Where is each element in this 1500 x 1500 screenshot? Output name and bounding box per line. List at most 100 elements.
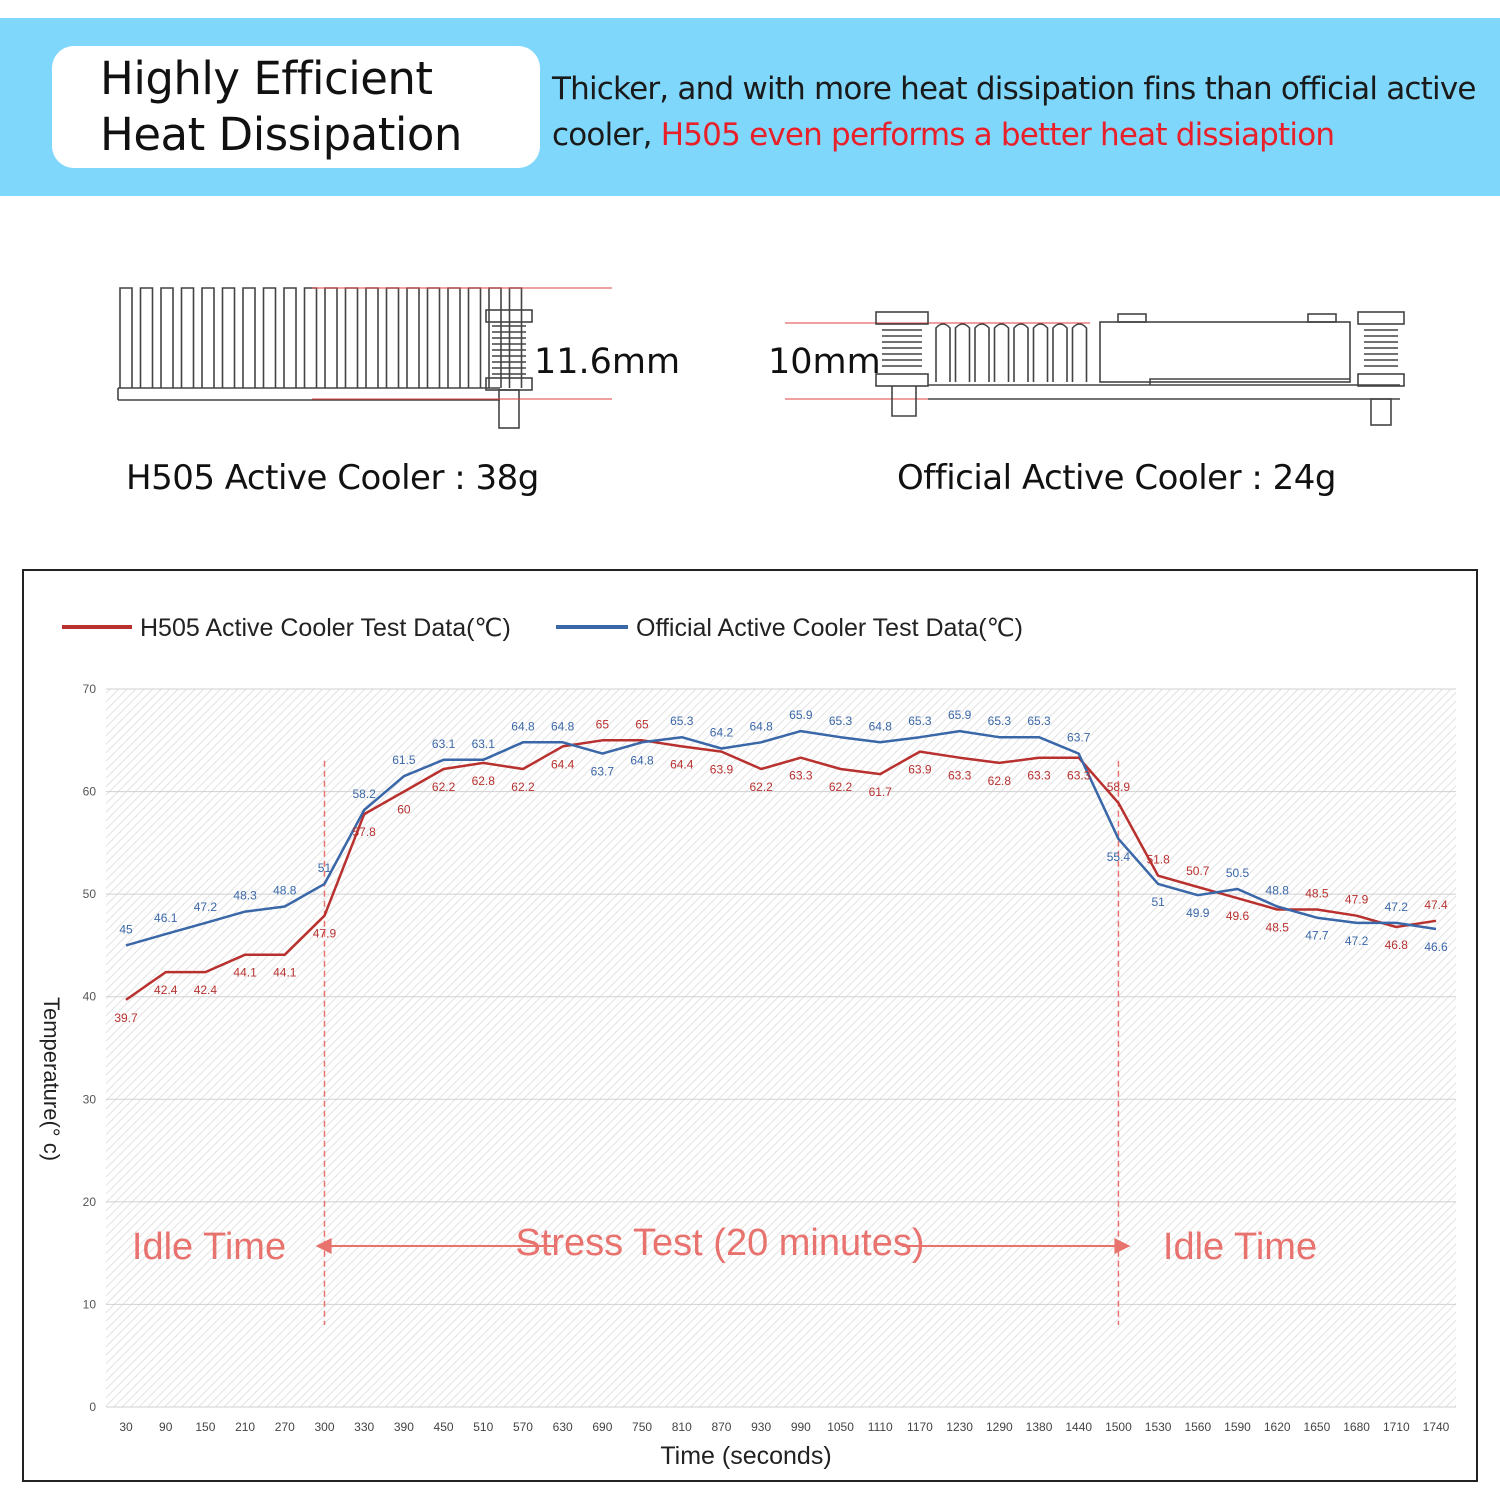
data-label-official: 46.1 [154, 911, 178, 925]
official-fin [935, 323, 951, 382]
official-fin [1071, 323, 1088, 382]
annotation-stress-test: Stress Test (20 minutes) [515, 1222, 924, 1264]
data-label-h505: 64.4 [670, 757, 694, 771]
official-fin [1032, 323, 1049, 382]
data-label-h505: 44.1 [273, 966, 297, 980]
x-tick-label: 390 [394, 1420, 414, 1434]
legend-label-h505: H505 Active Cooler Test Data(℃) [140, 614, 511, 642]
data-label-official: 63.1 [472, 737, 496, 751]
description-text: Thicker, and with more heat dissipation … [552, 71, 1476, 153]
y-tick-label: 70 [83, 682, 97, 696]
data-label-h505: 63.3 [789, 769, 813, 783]
data-label-h505: 57.8 [353, 825, 377, 839]
x-tick-label: 1530 [1145, 1420, 1172, 1434]
data-label-official: 50.5 [1226, 866, 1250, 880]
data-label-h505: 63.9 [710, 763, 734, 777]
data-label-h505: 64.4 [551, 757, 575, 771]
official-fin [993, 323, 1010, 382]
data-label-h505: 39.7 [114, 1011, 138, 1025]
data-label-official: 58.2 [353, 787, 377, 801]
x-tick-label: 1050 [827, 1420, 854, 1434]
data-label-official: 65.3 [829, 714, 853, 728]
data-label-h505: 47.4 [1424, 898, 1448, 912]
data-label-h505: 62.8 [988, 774, 1012, 788]
description-highlight: H505 even performs a better heat dissiap… [660, 117, 1335, 153]
data-label-official: 64.8 [869, 719, 893, 733]
data-label-h505: 42.4 [194, 983, 218, 997]
data-label-h505: 46.8 [1385, 938, 1409, 952]
data-label-h505: 61.7 [869, 785, 893, 799]
data-label-official: 47.2 [194, 900, 218, 914]
h505-caption: H505 Active Cooler : 38g [126, 458, 539, 498]
title-line-2: Heat Dissipation [100, 108, 462, 161]
official-fins [935, 323, 1088, 382]
y-tick-label: 10 [83, 1297, 97, 1311]
data-label-h505: 50.7 [1186, 864, 1210, 878]
x-tick-label: 1110 [868, 1420, 893, 1434]
data-label-h505: 48.5 [1266, 921, 1290, 935]
data-label-official: 46.6 [1424, 940, 1448, 954]
annotation-idle-left: Idle Time [132, 1226, 286, 1268]
series-line-official [125, 729, 1437, 947]
x-tick-label: 870 [711, 1420, 731, 1434]
plot-area [106, 689, 1456, 1407]
x-tick-label: 1170 [907, 1420, 933, 1434]
data-label-official: 51 [1151, 895, 1165, 909]
h505-spring-icon [485, 309, 533, 429]
data-label-official: 65.3 [1027, 714, 1051, 728]
x-tick-label: 90 [159, 1420, 173, 1434]
official-spring-right-icon [1357, 311, 1405, 426]
data-label-official: 47.7 [1305, 929, 1329, 943]
data-label-official: 65.3 [988, 714, 1012, 728]
x-tick-label: 570 [513, 1420, 533, 1434]
annotation-idle-right: Idle Time [1163, 1226, 1317, 1268]
data-label-h505: 62.8 [472, 774, 496, 788]
official-caption: Official Active Cooler : 24g [897, 458, 1336, 498]
data-label-h505: 60 [397, 803, 411, 817]
data-label-official: 65.3 [670, 714, 694, 728]
data-label-h505: 49.6 [1226, 909, 1250, 923]
x-tick-label: 930 [751, 1420, 771, 1434]
y-tick-label: 50 [83, 887, 97, 901]
x-tick-label: 990 [791, 1420, 811, 1434]
x-tick-label: 630 [553, 1420, 573, 1434]
x-tick-label: 150 [195, 1420, 215, 1434]
data-label-h505: 62.2 [829, 780, 853, 794]
data-label-official: 63.7 [1067, 731, 1091, 745]
official-cooler-diagram [785, 311, 1405, 426]
x-tick-label: 1440 [1065, 1420, 1092, 1434]
x-tick-label: 750 [632, 1420, 652, 1434]
data-label-h505: 63.9 [908, 763, 932, 777]
x-tick-label: 270 [275, 1420, 295, 1434]
data-label-official: 65.9 [789, 708, 813, 722]
temperature-chart: 0 10 20 30 40 50 60 70 30 90 150 210 270 300 330 390 45… [39, 614, 1456, 1470]
series-lines [125, 729, 1437, 1001]
data-label-official: 48.3 [233, 889, 257, 903]
y-tick-label: 60 [83, 785, 97, 799]
data-label-official: 65.9 [948, 708, 972, 722]
official-spring-left-icon [875, 311, 929, 417]
x-axis-title: Time (seconds) [660, 1442, 831, 1470]
official-fin [974, 323, 990, 382]
data-label-official: 65.3 [908, 714, 932, 728]
x-tick-label: 690 [592, 1420, 612, 1434]
x-tick-label: 450 [434, 1420, 454, 1434]
data-label-h505: 63.3 [948, 769, 972, 783]
data-label-h505: 63.3 [1027, 769, 1051, 783]
h505-fin [221, 287, 236, 388]
h505-fin [262, 287, 277, 388]
data-label-h505: 62.2 [432, 780, 456, 794]
gridlines [106, 688, 1456, 1408]
h505-fin [139, 287, 154, 388]
x-tick-label: 1650 [1304, 1420, 1331, 1434]
title-line-1: Highly Efficient [100, 52, 433, 105]
data-label-official: 64.8 [551, 719, 575, 733]
title-box: Highly Efficient Heat Dissipation [52, 46, 540, 168]
x-tick-label: 210 [235, 1420, 255, 1434]
data-label-h505: 44.1 [233, 966, 257, 980]
x-tick-labels: 30 90 150 210 270 300 330 390 450 510 570 630 690 750… [119, 1420, 1449, 1434]
y-tick-label: 30 [83, 1092, 97, 1106]
data-label-h505: 65 [635, 717, 649, 731]
h505-fin [242, 287, 256, 388]
phase-markers [323, 760, 1120, 1325]
